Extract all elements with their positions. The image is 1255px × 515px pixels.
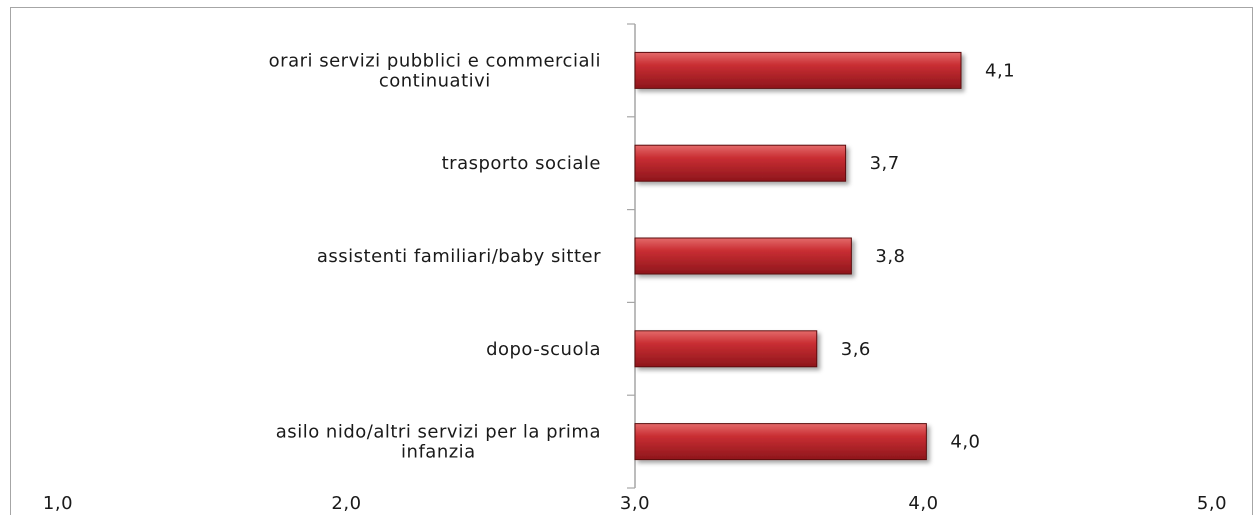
bar <box>634 423 927 461</box>
bar-layer <box>634 51 962 461</box>
bar <box>634 144 847 182</box>
x-tick-label: 2,0 <box>331 493 361 514</box>
category-label: orari servizi pubblici e commerciali cont… <box>269 50 601 91</box>
x-tick-label: 4,0 <box>908 493 938 514</box>
category-label-line: dopo-scuola <box>486 339 601 360</box>
bar <box>634 237 852 275</box>
x-tick-label: 1,0 <box>43 493 73 514</box>
category-label: trasporto sociale <box>442 153 601 174</box>
data-label: 4,1 <box>985 60 1015 81</box>
bar <box>634 330 818 368</box>
data-label: 4,0 <box>950 432 980 453</box>
x-tick-label: 5,0 <box>1197 493 1227 514</box>
data-label: 3,8 <box>875 246 905 267</box>
category-label-line: orari servizi pubblici e commerciali <box>269 50 601 71</box>
category-label-line: asilo nido/altri servizi per la prima <box>276 422 601 443</box>
x-tick-label: 3,0 <box>620 493 650 514</box>
data-label: 3,6 <box>841 339 871 360</box>
category-label: assistenti familiari/baby sitter <box>317 246 601 267</box>
category-label-line: infanzia <box>401 442 476 463</box>
category-label-line: trasporto sociale <box>442 153 601 174</box>
category-label: dopo-scuola <box>486 339 601 360</box>
chart-frame <box>10 7 1253 515</box>
data-label: 3,7 <box>870 153 900 174</box>
category-label-line: continuativi <box>379 70 491 91</box>
label-layer: 1,0 2,0 3,0 4,0 5,0 4,1 orari servizi pubblici… <box>43 50 1227 514</box>
category-label-line: assistenti familiari/baby sitter <box>317 246 601 267</box>
bar <box>634 51 962 89</box>
axis-layer <box>627 23 636 489</box>
category-label: asilo nido/altri servizi per la prima inf… <box>276 422 601 463</box>
